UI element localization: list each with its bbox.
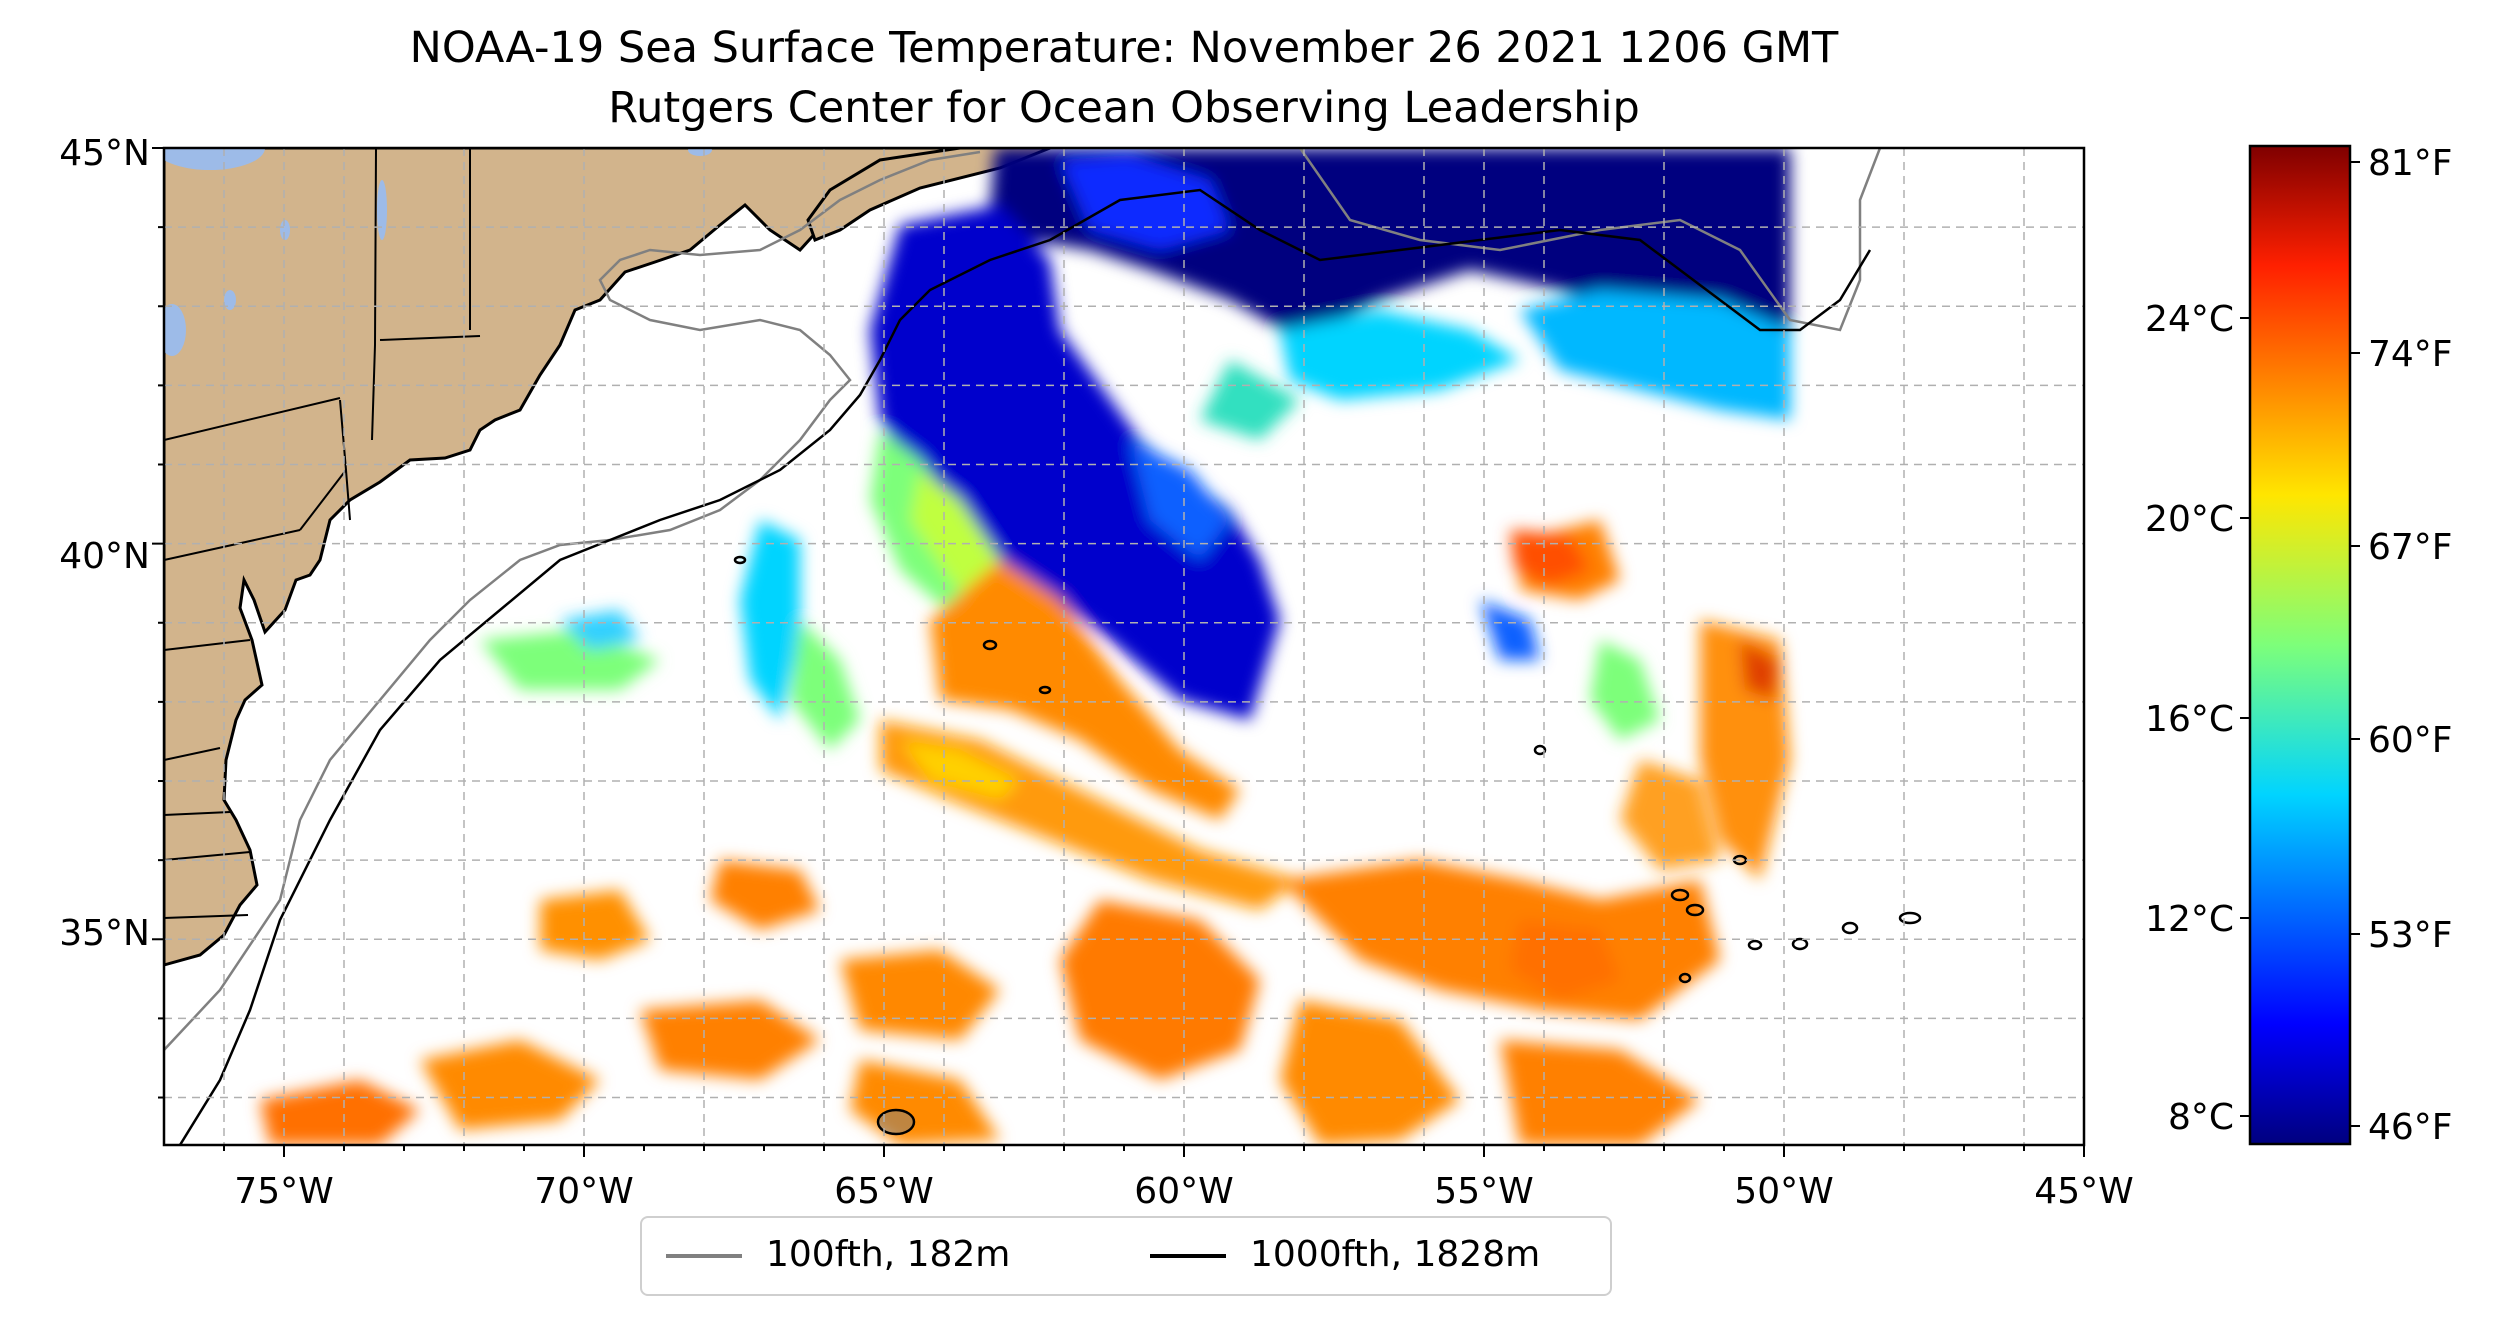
colorbar-fahrenheit-label: 81°F bbox=[2368, 143, 2453, 184]
colorbar-fahrenheit-label: 46°F bbox=[2368, 1107, 2453, 1148]
colorbar-gradient bbox=[2248, 144, 2352, 1146]
colorbar: 24°C 20°C 16°C 12°C 8°C 81°F 74°F 67°F 6… bbox=[2145, 143, 2452, 1148]
legend-line-black bbox=[1150, 1254, 1226, 1258]
legend-label: 1000fth, 1828m bbox=[1250, 1234, 1541, 1275]
colorbar-fahrenheit-label: 53°F bbox=[2368, 915, 2453, 956]
map-title: NOAA-19 Sea Surface Temperature: Novembe… bbox=[409, 23, 1839, 73]
colorbar-celsius-label: 12°C bbox=[2145, 899, 2234, 940]
graticule bbox=[164, 148, 2084, 1145]
sst-data bbox=[260, 148, 1790, 1145]
lakes bbox=[164, 148, 712, 356]
legend-item-100fth: 100fth, 182m bbox=[666, 1232, 1010, 1278]
colorbar-celsius-label: 20°C bbox=[2145, 499, 2234, 540]
legend-line-gray bbox=[666, 1254, 742, 1258]
lon-tick-label: 50°W bbox=[1734, 1171, 1833, 1212]
lon-tick-label: 45°W bbox=[2034, 1171, 2133, 1212]
lat-tick-label: 35°N bbox=[59, 913, 150, 954]
colorbar-celsius-label: 8°C bbox=[2168, 1097, 2234, 1138]
lon-tick-label: 55°W bbox=[1434, 1171, 1533, 1212]
lat-tick-label: 45°N bbox=[59, 133, 150, 174]
map-ticks bbox=[152, 147, 2085, 1157]
map-legend: 100fth, 182m 1000fth, 1828m bbox=[640, 1216, 1612, 1296]
north-america-land bbox=[164, 148, 1051, 967]
lat-tick-label: 40°N bbox=[59, 536, 150, 577]
lon-tick-label: 70°W bbox=[534, 1171, 633, 1212]
colorbar-fahrenheit-label: 60°F bbox=[2368, 720, 2453, 761]
legend-label: 100fth, 182m bbox=[766, 1234, 1011, 1275]
colorbar-fahrenheit-label: 67°F bbox=[2368, 527, 2453, 568]
lon-tick-label: 60°W bbox=[1134, 1171, 1233, 1212]
lon-tick-label: 75°W bbox=[234, 1171, 333, 1212]
legend-item-1000fth: 1000fth, 1828m bbox=[1150, 1232, 1540, 1278]
map-subtitle: Rutgers Center for Ocean Observing Leade… bbox=[608, 83, 1640, 133]
seamounts bbox=[733, 555, 1922, 1136]
isobath-1000fth bbox=[178, 188, 1872, 1145]
lon-tick-label: 65°W bbox=[834, 1171, 933, 1212]
colorbar-celsius-label: 16°C bbox=[2145, 699, 2234, 740]
colorbar-celsius-label: 24°C bbox=[2145, 299, 2234, 340]
colorbar-fahrenheit-label: 74°F bbox=[2368, 334, 2453, 375]
